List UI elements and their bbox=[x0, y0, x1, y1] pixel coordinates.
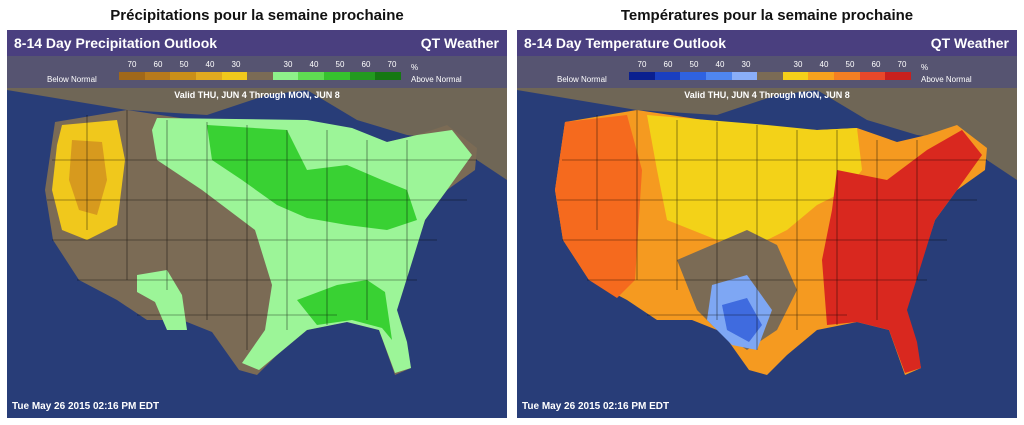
legend-tick: 50 bbox=[179, 60, 189, 69]
precip-green-area-south bbox=[297, 280, 392, 340]
precipitation-header-title: 8-14 Day Precipitation Outlook bbox=[14, 35, 218, 51]
legend-swatch bbox=[654, 72, 681, 80]
legend-swatch bbox=[195, 72, 222, 80]
legend-tick: 70 bbox=[127, 60, 137, 69]
legend-swatch bbox=[375, 72, 402, 80]
legend-color-scale bbox=[629, 72, 912, 80]
legend-swatch bbox=[705, 72, 732, 80]
state-borders bbox=[557, 110, 987, 350]
legend-swatch bbox=[349, 72, 376, 80]
legend-tick: 60 bbox=[361, 60, 371, 69]
legend-tick: 70 bbox=[387, 60, 397, 69]
legend-tick: 40 bbox=[715, 60, 725, 69]
legend-swatch bbox=[629, 72, 655, 80]
legend-tick: 50 bbox=[845, 60, 855, 69]
legend-swatch bbox=[272, 72, 299, 80]
legend-ticks: 70 60 50 40 30 30 40 50 60 70 bbox=[629, 60, 911, 70]
legend-swatch bbox=[731, 72, 758, 80]
legend-tick: 40 bbox=[205, 60, 215, 69]
legend-percent-sign: % bbox=[921, 63, 929, 72]
legend-above-normal: Above Normal bbox=[921, 75, 972, 84]
precip-light-green-area bbox=[152, 118, 472, 373]
legend-swatch bbox=[298, 72, 325, 80]
valid-dates: Valid THU, JUN 4 Through MON, JUN 8 bbox=[684, 90, 850, 100]
temp-dark-orange-west bbox=[555, 115, 642, 298]
timestamp: Tue May 26 2015 02:16 PM EDT bbox=[522, 401, 670, 412]
legend-tick: 50 bbox=[689, 60, 699, 69]
precip-orange-area bbox=[69, 140, 107, 215]
precipitation-map-panel: 8-14 Day Precipitation Outlook QT Weathe… bbox=[7, 30, 507, 418]
temp-yellow-center bbox=[647, 115, 862, 245]
brand-label: QT Weather bbox=[930, 35, 1009, 51]
legend-swatch bbox=[757, 72, 783, 80]
brand-label: QT Weather bbox=[420, 35, 499, 51]
legend-swatch bbox=[680, 72, 706, 80]
temperature-map-panel: 8-14 Day Temperature Outlook QT Weather … bbox=[517, 30, 1017, 418]
temperature-header-title: 8-14 Day Temperature Outlook bbox=[524, 35, 727, 51]
legend-swatch bbox=[808, 72, 835, 80]
legend-tick: 40 bbox=[819, 60, 829, 69]
temperature-header-bar: 8-14 Day Temperature Outlook QT Weather bbox=[517, 30, 1017, 56]
legend-below-normal: Below Normal bbox=[47, 75, 97, 84]
legend-tick: 30 bbox=[741, 60, 751, 69]
legend-below-normal: Below Normal bbox=[557, 75, 607, 84]
valid-dates: Valid THU, JUN 4 Through MON, JUN 8 bbox=[174, 90, 340, 100]
precipitation-header-bar: 8-14 Day Precipitation Outlook QT Weathe… bbox=[7, 30, 507, 56]
legend-tick: 40 bbox=[309, 60, 319, 69]
legend-swatch bbox=[170, 72, 196, 80]
legend-swatch bbox=[782, 72, 809, 80]
legend-percent-sign: % bbox=[411, 63, 419, 72]
legend-swatch bbox=[144, 72, 171, 80]
legend-tick: 70 bbox=[637, 60, 647, 69]
state-borders bbox=[47, 110, 477, 350]
precipitation-legend: Below Normal 70 60 50 40 30 30 40 50 60 … bbox=[7, 56, 507, 88]
temperature-map bbox=[517, 30, 1017, 418]
legend-swatch bbox=[324, 72, 350, 80]
legend-tick: 60 bbox=[663, 60, 673, 69]
temp-blue-area bbox=[722, 298, 762, 342]
legend-tick: 60 bbox=[153, 60, 163, 69]
legend-swatch bbox=[119, 72, 145, 80]
legend-tick: 60 bbox=[871, 60, 881, 69]
legend-swatch bbox=[885, 72, 912, 80]
legend-ticks: 70 60 50 40 30 30 40 50 60 70 bbox=[119, 60, 401, 70]
legend-tick: 30 bbox=[793, 60, 803, 69]
legend-tick: 30 bbox=[231, 60, 241, 69]
legend-swatch bbox=[859, 72, 886, 80]
legend-above-normal: Above Normal bbox=[411, 75, 462, 84]
timestamp: Tue May 26 2015 02:16 PM EDT bbox=[12, 401, 160, 412]
temperature-page-title: Températures pour la semaine prochaine bbox=[620, 7, 914, 24]
legend-tick: 50 bbox=[335, 60, 345, 69]
precipitation-page-title: Précipitations pour la semaine prochaine bbox=[110, 7, 404, 24]
legend-swatch bbox=[221, 72, 248, 80]
precip-green-area-north bbox=[207, 125, 417, 230]
legend-tick: 30 bbox=[283, 60, 293, 69]
precipitation-map bbox=[7, 30, 507, 418]
temperature-legend: Below Normal 70 60 50 40 30 30 40 50 60 … bbox=[517, 56, 1017, 88]
temp-red-area bbox=[822, 130, 982, 373]
legend-swatch bbox=[834, 72, 860, 80]
legend-tick: 70 bbox=[897, 60, 907, 69]
legend-swatch bbox=[247, 72, 273, 80]
legend-color-scale bbox=[119, 72, 402, 80]
